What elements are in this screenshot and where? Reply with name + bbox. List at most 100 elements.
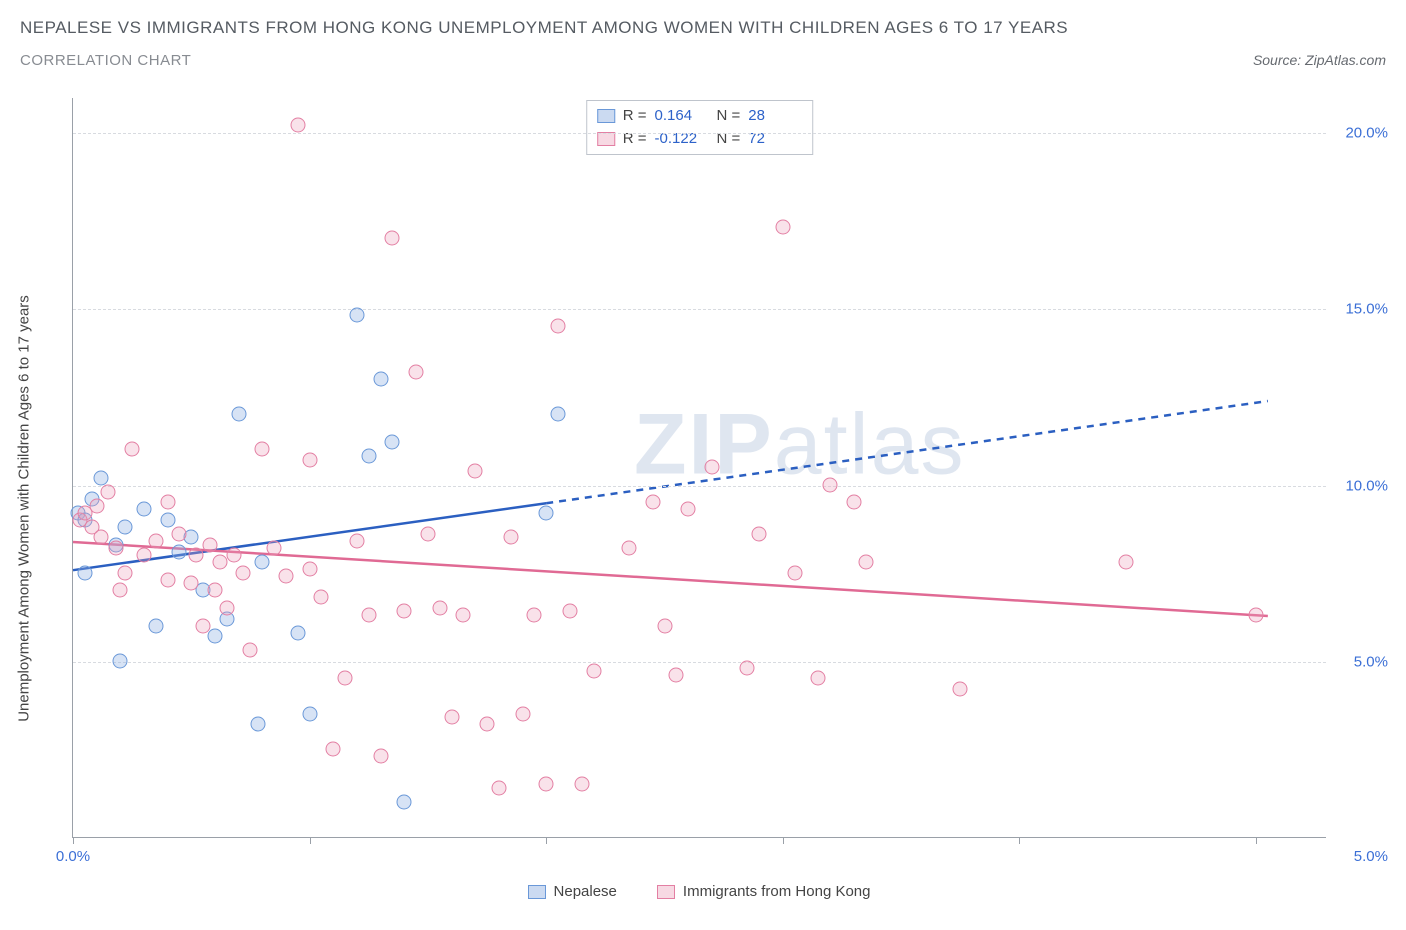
data-point-hong_kong <box>775 220 790 235</box>
data-point-hong_kong <box>125 442 140 457</box>
data-point-hong_kong <box>787 565 802 580</box>
data-point-hong_kong <box>586 664 601 679</box>
data-point-hong_kong <box>338 671 353 686</box>
data-point-hong_kong <box>108 541 123 556</box>
data-point-hong_kong <box>203 537 218 552</box>
data-point-hong_kong <box>953 682 968 697</box>
y-axis-label: Unemployment Among Women with Children A… <box>16 295 33 722</box>
data-point-hong_kong <box>574 777 589 792</box>
data-point-hong_kong <box>551 319 566 334</box>
data-point-hong_kong <box>160 572 175 587</box>
chart-title: NEPALESE VS IMMIGRANTS FROM HONG KONG UN… <box>20 18 1386 38</box>
data-point-nepalese <box>302 706 317 721</box>
stats-row-nepalese: R = 0.164 N = 28 <box>597 105 803 128</box>
swatch-pink-icon <box>657 885 675 899</box>
data-point-hong_kong <box>148 534 163 549</box>
x-tick <box>546 837 547 844</box>
data-point-hong_kong <box>657 618 672 633</box>
data-point-hong_kong <box>1249 608 1264 623</box>
source-attribution: Source: ZipAtlas.com <box>1253 52 1386 68</box>
data-point-hong_kong <box>267 541 282 556</box>
data-point-hong_kong <box>94 530 109 545</box>
right-axis-bottom-label: 5.0% <box>1354 848 1388 865</box>
data-point-nepalese <box>539 505 554 520</box>
data-point-nepalese <box>551 407 566 422</box>
data-point-hong_kong <box>207 583 222 598</box>
data-point-hong_kong <box>236 565 251 580</box>
data-point-nepalese <box>148 618 163 633</box>
data-point-hong_kong <box>290 118 305 133</box>
x-tick <box>310 837 311 844</box>
data-point-hong_kong <box>740 660 755 675</box>
data-point-hong_kong <box>622 541 637 556</box>
data-point-hong_kong <box>184 576 199 591</box>
data-point-nepalese <box>94 470 109 485</box>
data-point-hong_kong <box>704 460 719 475</box>
data-point-hong_kong <box>172 526 187 541</box>
data-point-hong_kong <box>278 569 293 584</box>
y-tick-label: 20.0% <box>1345 125 1388 142</box>
data-point-hong_kong <box>480 717 495 732</box>
y-tick-label: 5.0% <box>1354 653 1388 670</box>
x-tick <box>73 837 74 844</box>
data-point-hong_kong <box>858 555 873 570</box>
y-tick-label: 15.0% <box>1345 301 1388 318</box>
data-point-nepalese <box>385 435 400 450</box>
data-point-hong_kong <box>669 667 684 682</box>
x-tick-label: 0.0% <box>56 848 90 865</box>
data-point-hong_kong <box>212 555 227 570</box>
data-point-hong_kong <box>89 498 104 513</box>
data-point-hong_kong <box>823 477 838 492</box>
data-point-nepalese <box>113 653 128 668</box>
data-point-nepalese <box>250 717 265 732</box>
legend-item-hongkong: Immigrants from Hong Kong <box>657 883 871 900</box>
data-point-hong_kong <box>1118 555 1133 570</box>
data-point-hong_kong <box>645 495 660 510</box>
data-point-hong_kong <box>326 741 341 756</box>
data-point-hong_kong <box>409 364 424 379</box>
data-point-nepalese <box>77 565 92 580</box>
stats-legend: R = 0.164 N = 28 R = -0.122 N = 72 <box>586 100 814 155</box>
data-point-hong_kong <box>385 230 400 245</box>
data-point-hong_kong <box>101 484 116 499</box>
r-value-nepalese: 0.164 <box>655 105 709 128</box>
data-point-hong_kong <box>468 463 483 478</box>
correlation-chart: Unemployment Among Women with Children A… <box>20 90 1386 910</box>
chart-subtitle: CORRELATION CHART <box>20 52 191 69</box>
data-point-hong_kong <box>397 604 412 619</box>
data-point-hong_kong <box>456 608 471 623</box>
data-point-hong_kong <box>811 671 826 686</box>
data-point-nepalese <box>207 629 222 644</box>
data-point-nepalese <box>373 371 388 386</box>
data-point-nepalese <box>136 502 151 517</box>
data-point-hong_kong <box>118 565 133 580</box>
data-point-nepalese <box>118 519 133 534</box>
data-point-nepalese <box>397 794 412 809</box>
data-point-nepalese <box>172 544 187 559</box>
stats-row-hongkong: R = -0.122 N = 72 <box>597 128 803 151</box>
gridline <box>73 133 1326 134</box>
data-point-hong_kong <box>361 608 376 623</box>
data-point-nepalese <box>231 407 246 422</box>
swatch-blue <box>597 109 615 123</box>
data-point-hong_kong <box>189 548 204 563</box>
data-point-nepalese <box>361 449 376 464</box>
data-point-nepalese <box>255 555 270 570</box>
x-tick <box>1256 837 1257 844</box>
data-point-hong_kong <box>527 608 542 623</box>
data-point-nepalese <box>349 308 364 323</box>
data-point-hong_kong <box>681 502 696 517</box>
data-point-hong_kong <box>752 526 767 541</box>
plot-area: ZIPatlas R = 0.164 N = 28 R = -0.122 N =… <box>72 98 1326 838</box>
data-point-hong_kong <box>420 526 435 541</box>
data-point-hong_kong <box>314 590 329 605</box>
data-point-hong_kong <box>444 710 459 725</box>
data-point-hong_kong <box>515 706 530 721</box>
r-value-hongkong: -0.122 <box>655 128 709 151</box>
gridline <box>73 486 1326 487</box>
gridline <box>73 662 1326 663</box>
data-point-hong_kong <box>302 562 317 577</box>
gridline <box>73 309 1326 310</box>
data-point-hong_kong <box>136 548 151 563</box>
data-point-hong_kong <box>113 583 128 598</box>
